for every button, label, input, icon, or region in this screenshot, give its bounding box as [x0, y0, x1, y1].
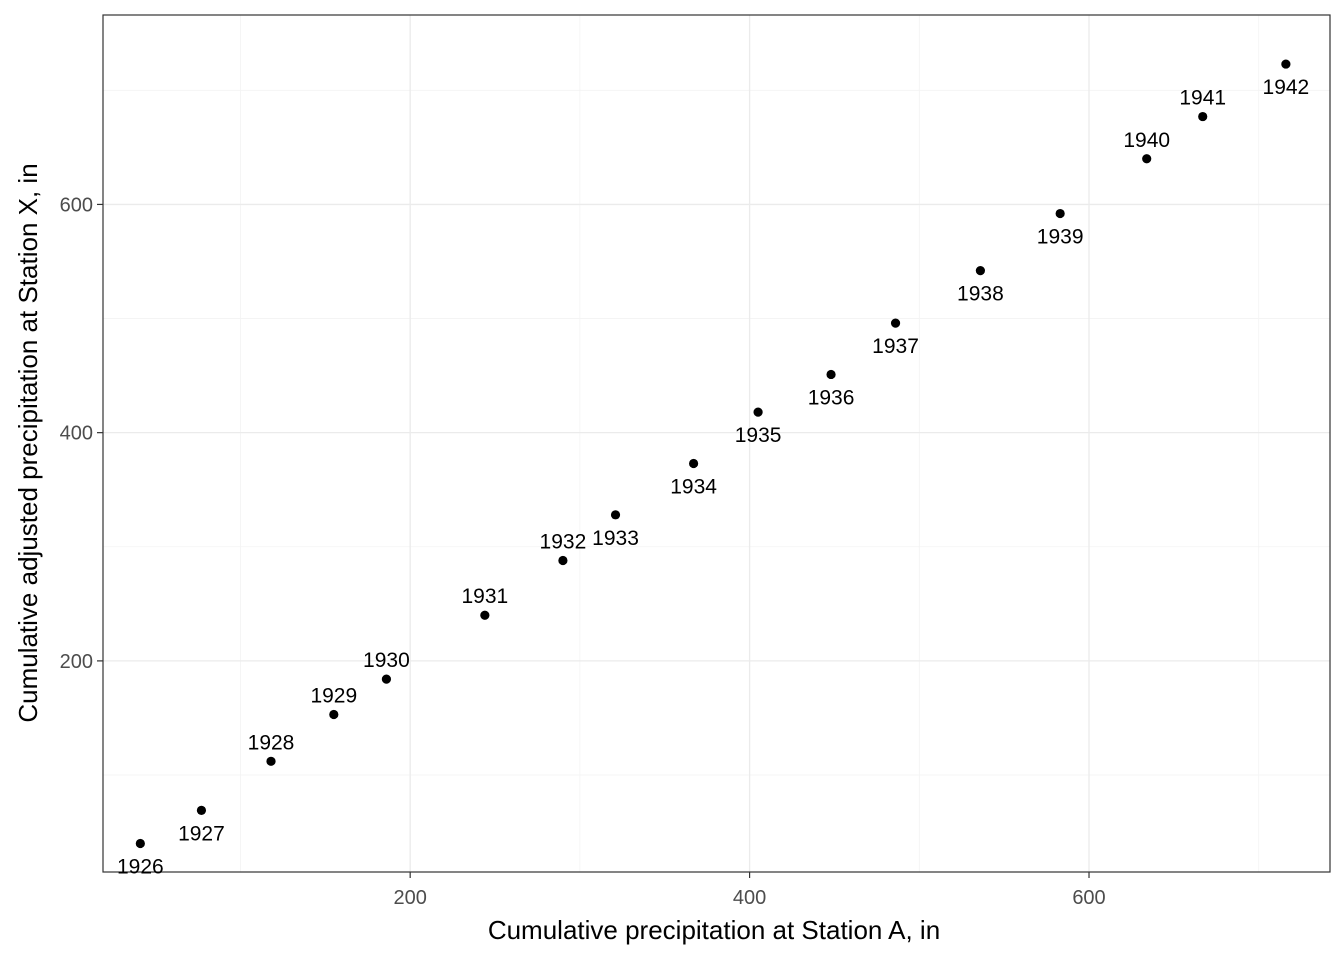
data-label: 1940: [1123, 129, 1170, 152]
data-point: [1198, 111, 1208, 122]
data-point: [381, 674, 392, 684]
data-point: [329, 709, 339, 720]
y-tick-label: 400: [60, 423, 93, 445]
data-point: [196, 805, 207, 815]
grid: [103, 15, 1330, 872]
data-label: 1937: [872, 335, 919, 358]
data-label: 1931: [461, 585, 508, 608]
x-axis-title: Cumulative precipitation at Station A, i…: [488, 915, 940, 945]
data-point: [610, 510, 621, 520]
y-tick-label: 200: [60, 651, 93, 673]
data-label: 1929: [310, 685, 357, 708]
data-point: [688, 458, 699, 469]
data-point: [1142, 154, 1152, 164]
point-labels: 1926 1927 1928 1929 1930 1931 1932 1933 1934 1935…: [117, 76, 1309, 878]
data-label: 1933: [592, 527, 639, 550]
axis-ticks: 200 400 600 200 400 600: [60, 194, 1106, 909]
data-point: [753, 407, 763, 417]
data-point: [266, 756, 276, 766]
data-point: [975, 266, 985, 276]
data-label: 1928: [248, 731, 295, 754]
x-tick-label: 600: [1072, 887, 1105, 909]
data-point: [135, 838, 145, 849]
y-axis-title: Cumulative adjusted precipitation at Sta…: [13, 163, 43, 722]
data-label: 1942: [1263, 76, 1310, 99]
data-label: 1930: [363, 649, 410, 672]
y-tick-label: 600: [60, 194, 93, 216]
x-tick-label: 400: [733, 887, 766, 909]
data-label: 1941: [1179, 87, 1226, 110]
data-point: [826, 369, 836, 380]
data-label: 1926: [117, 855, 164, 878]
data-point: [1281, 59, 1291, 69]
data-point: [480, 610, 490, 620]
panel-border: [102, 14, 1331, 873]
data-label: 1936: [808, 386, 855, 409]
data-point: [890, 318, 901, 328]
x-tick-label: 200: [393, 887, 426, 909]
data-points: [135, 59, 1291, 849]
data-point: [1055, 208, 1065, 219]
data-label: 1927: [178, 822, 225, 845]
data-label: 1938: [957, 283, 1004, 306]
data-label: 1932: [540, 530, 587, 553]
data-point: [558, 555, 568, 566]
data-label: 1935: [735, 424, 782, 447]
data-label: 1934: [670, 475, 717, 498]
data-label: 1939: [1037, 226, 1084, 249]
